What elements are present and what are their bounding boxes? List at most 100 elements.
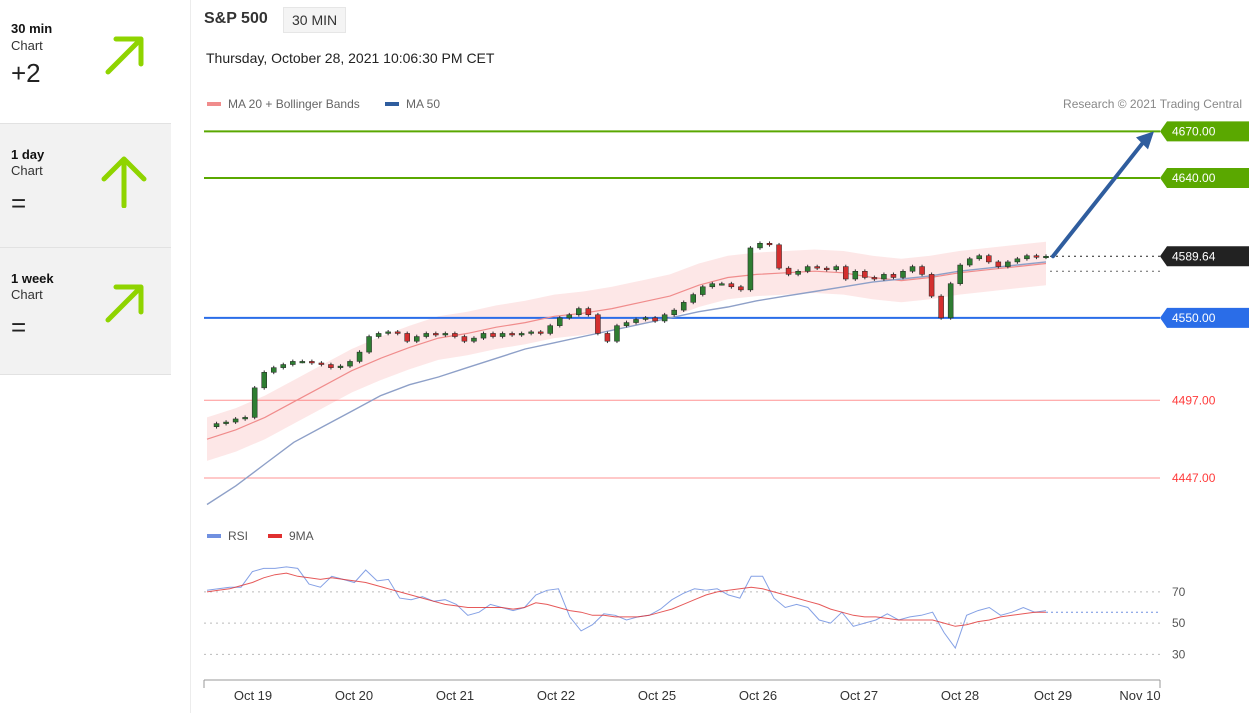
candle [423, 333, 430, 337]
timeframe-card-1day[interactable]: 1 day Chart = [0, 124, 171, 248]
legend-label-rsi: RSI [228, 529, 249, 543]
candle [461, 336, 468, 342]
rsi-9ma-line [206, 572, 1046, 627]
candle [1014, 258, 1021, 263]
candle [757, 243, 763, 249]
candle [747, 247, 754, 291]
x-tick-label: Oct 21 [436, 688, 474, 703]
candle [299, 361, 306, 364]
candle [1024, 255, 1030, 260]
candle [490, 333, 496, 337]
candle [843, 266, 849, 280]
candle [785, 267, 792, 275]
panel-divider [190, 0, 191, 713]
candle [499, 333, 506, 337]
candle [823, 267, 830, 270]
candle [537, 331, 544, 334]
candle [719, 283, 725, 286]
candle [890, 274, 897, 278]
legend-swatch-rsi [207, 534, 221, 538]
timeframe-score: = [11, 188, 27, 218]
timeframe-score: +2 [11, 58, 41, 88]
candle [652, 317, 658, 322]
x-tick-label: Oct 26 [739, 688, 777, 703]
candle [966, 258, 973, 266]
candle [776, 244, 782, 269]
candle [1043, 256, 1049, 259]
candle [290, 361, 296, 365]
rsi-tick-50: 50 [1172, 616, 1186, 630]
timeframe-score: = [11, 312, 27, 342]
candle [442, 333, 449, 336]
candle [471, 337, 477, 342]
candle [900, 270, 906, 278]
level-label-4589.64: 4589.64 [1172, 249, 1216, 263]
up-right-arrow-icon [105, 36, 144, 75]
rsi-tick-30: 30 [1172, 647, 1186, 661]
ma20-line [206, 262, 1047, 440]
legend-ma20: MA 20 + Bollinger Bands [207, 97, 360, 111]
legend-label-9ma: 9MA [289, 529, 314, 543]
timeframe-card-1week[interactable]: 1 week Chart = [0, 248, 171, 375]
candle [976, 255, 983, 260]
candle [566, 314, 573, 319]
x-tick-label: Oct 28 [941, 688, 979, 703]
candle [862, 270, 868, 278]
timeframe-subtitle: Chart [11, 287, 43, 302]
legend-rsi: RSI [207, 529, 248, 543]
candle [661, 314, 668, 322]
candle [995, 261, 1002, 267]
legend-label-ma50: MA 50 [406, 97, 441, 111]
level-tag-bg-4550.00 [1160, 307, 1249, 328]
candle [642, 317, 649, 320]
candle [309, 361, 315, 364]
candle [576, 308, 582, 316]
candle [766, 243, 773, 246]
x-tick-label: Oct 19 [234, 688, 272, 703]
candle [814, 266, 820, 269]
candle [604, 333, 611, 342]
timeframe-subtitle: Chart [11, 38, 43, 53]
candle [356, 351, 363, 362]
level-tag-bg-4640.00 [1160, 167, 1249, 188]
chart-timestamp: Thursday, October 28, 2021 10:06:30 PM C… [206, 50, 495, 66]
candle [709, 283, 716, 288]
research-credit: Research © 2021 Trading Central [1063, 97, 1242, 111]
candle [671, 309, 677, 316]
candle [871, 277, 878, 280]
legend-swatch-ma50 [385, 102, 399, 106]
candle [509, 333, 515, 336]
level-label-4670.00: 4670.00 [1172, 124, 1216, 138]
candle [1033, 255, 1040, 258]
candle [795, 270, 801, 275]
timeframe-subtitle: Chart [11, 163, 43, 178]
candle [833, 266, 839, 270]
x-tick-label: Oct 20 [335, 688, 373, 703]
candle [690, 294, 696, 303]
candle [223, 421, 229, 424]
timeframe-title: 1 week [11, 271, 54, 286]
candle [557, 317, 563, 326]
x-tick-label: Oct 22 [537, 688, 575, 703]
bollinger-band [207, 241, 1046, 461]
candle [337, 365, 344, 368]
candle [738, 286, 744, 291]
candle [700, 286, 706, 295]
forecast-arrow-shaft [1051, 139, 1146, 259]
candle [480, 333, 487, 339]
candle [1005, 261, 1011, 267]
candle [919, 266, 925, 275]
timeframe-card-30min[interactable]: 30 min Chart +2 [0, 0, 171, 124]
candle [242, 417, 248, 420]
legend-label-ma20: MA 20 + Bollinger Bands [228, 97, 360, 111]
legend-ma50: MA 50 [385, 97, 440, 111]
candle [375, 333, 382, 337]
rsi-line [206, 566, 1047, 650]
level-tag-bg-4589.64 [1160, 246, 1249, 267]
up-right-arrow-icon [105, 284, 144, 323]
candle [585, 308, 592, 316]
interval-button[interactable]: 30 MIN [283, 7, 347, 33]
legend-swatch-ma20 [207, 102, 221, 106]
candle [251, 387, 258, 418]
